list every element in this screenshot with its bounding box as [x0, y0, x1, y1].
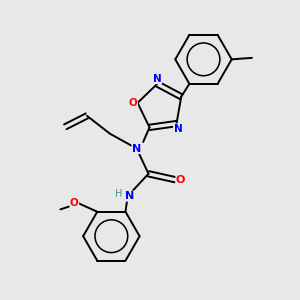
Text: O: O — [129, 98, 137, 108]
Text: N: N — [124, 191, 134, 201]
Text: H: H — [115, 189, 122, 199]
Text: N: N — [174, 124, 182, 134]
Text: O: O — [176, 175, 185, 185]
Text: O: O — [70, 198, 79, 208]
Text: N: N — [153, 74, 162, 84]
Text: N: N — [132, 143, 141, 154]
